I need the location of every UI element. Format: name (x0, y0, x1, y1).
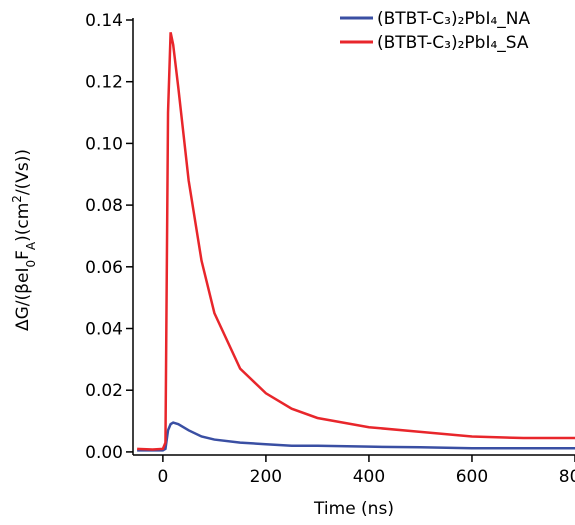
data-line (137, 421, 575, 452)
y-tick-label: 0.00 (85, 443, 123, 463)
x-tick-label: 0 (157, 467, 168, 487)
y-axis-label-part: /(Vs)) (13, 149, 33, 195)
y-tick-label: 0.14 (85, 11, 123, 31)
y-tick-label: 0.04 (85, 320, 123, 340)
x-axis-label: Time (ns) (313, 499, 394, 519)
legend-label: (BTBT-C₃)₂PbI₄_NA (377, 9, 531, 29)
y-axis-label-part: ΔG/(βeI (13, 268, 33, 331)
y-tick-label: 0.02 (85, 381, 123, 401)
y-tick-label: 0.08 (85, 196, 123, 216)
y-axis-label-part: 0 (24, 260, 38, 268)
y-axis-label-part: F (13, 250, 33, 260)
y-axis-label-part: )(cm (13, 203, 33, 242)
y-axis-label-part: A (24, 241, 38, 250)
y-tick-label: 0.10 (85, 134, 123, 154)
x-tick-label: 200 (250, 467, 282, 487)
y-axis-label: ΔG/(βeI0FA)(cm2/(Vs)) (10, 149, 38, 331)
legend-label: (BTBT-C₃)₂PbI₄_SA (377, 33, 529, 53)
x-tick-label: 600 (456, 467, 488, 487)
y-tick-label: 0.12 (85, 73, 123, 93)
y-axis-label-part: 2 (10, 195, 24, 203)
y-tick-label: 0.06 (85, 258, 123, 278)
data-line (137, 32, 575, 451)
x-tick-label: 800 (559, 467, 575, 487)
x-tick-label: 400 (353, 467, 385, 487)
